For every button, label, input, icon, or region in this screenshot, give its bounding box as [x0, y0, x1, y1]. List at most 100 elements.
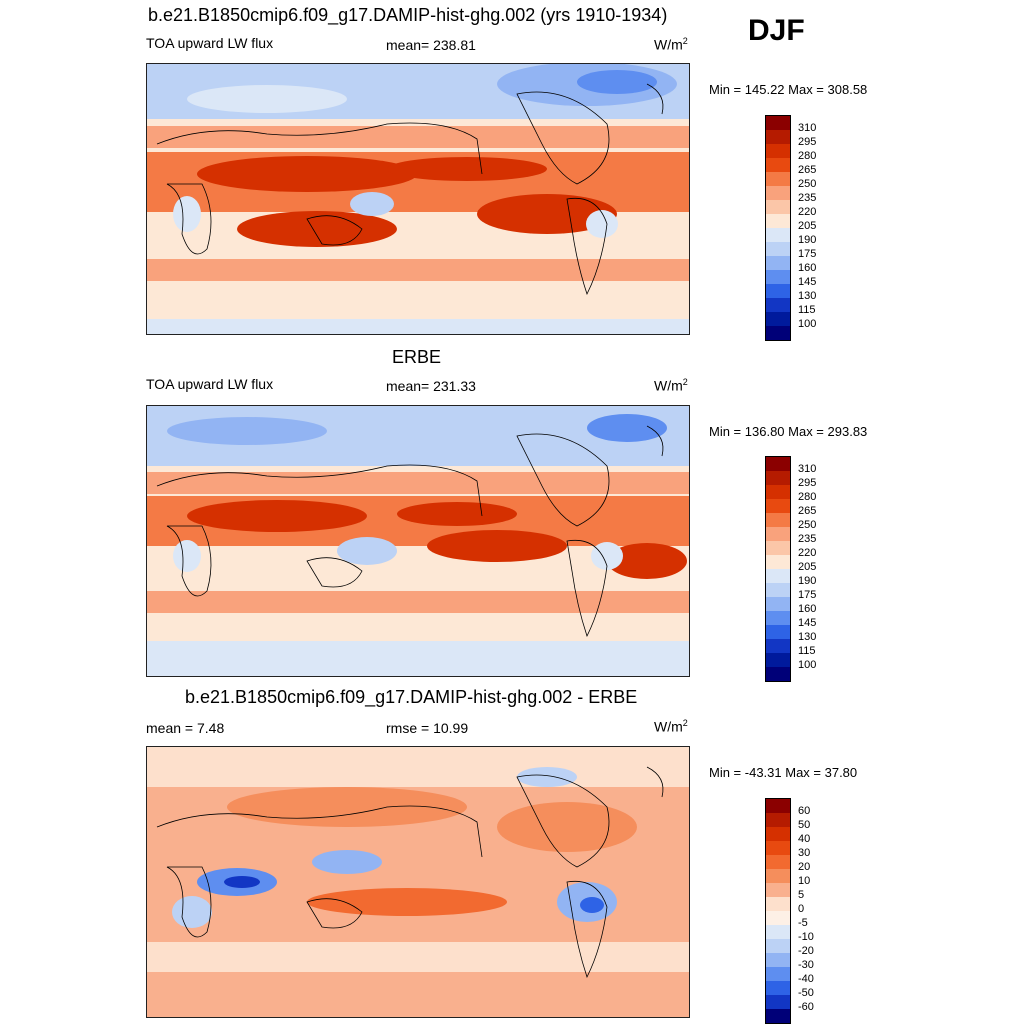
colorbar-tick-label: 175	[798, 589, 817, 601]
colorbar-tick-label: 310	[798, 122, 817, 134]
colorbar-segment	[766, 270, 790, 284]
colorbar-tick-label: -10	[798, 931, 814, 943]
colorbar-segment	[766, 925, 790, 939]
panel3-rmse-label: rmse = 10.99	[386, 720, 469, 736]
colorbar-segment	[766, 597, 790, 611]
colorbar-tick-label: 130	[798, 631, 817, 643]
colorbar-tick-label: 205	[798, 561, 817, 573]
colorbar-segment	[766, 653, 790, 667]
colorbar-segment	[766, 667, 790, 681]
colorbar-segment	[766, 883, 790, 897]
panel2-map	[146, 405, 690, 677]
panel2-title: ERBE	[392, 347, 442, 367]
colorbar-tick-label: 60	[798, 805, 811, 817]
colorbar-tick-label: 190	[798, 234, 817, 246]
colorbar-tick-label: 235	[798, 192, 817, 204]
colorbar-segment	[766, 116, 790, 130]
colorbar-tick-label: 40	[798, 833, 811, 845]
colorbar-segment	[766, 953, 790, 967]
colorbar-segment	[766, 569, 790, 583]
colorbar-segment	[766, 186, 790, 200]
panel1-title: b.e21.B1850cmip6.f09_g17.DAMIP-hist-ghg.…	[148, 5, 668, 25]
colorbar-tick-label: 100	[798, 659, 817, 671]
colorbar-segment	[766, 457, 790, 471]
colorbar-tick-label: 205	[798, 220, 817, 232]
panel3-title: b.e21.B1850cmip6.f09_g17.DAMIP-hist-ghg.…	[185, 687, 638, 707]
colorbar-segment	[766, 485, 790, 499]
season-label: DJF	[748, 14, 805, 47]
colorbar-segment	[766, 471, 790, 485]
colorbar-segment	[766, 242, 790, 256]
panel3-minmax: Min = -43.31 Max = 37.80	[709, 765, 858, 780]
colorbar-tick-label: 280	[798, 491, 817, 503]
panel3-mean-label: mean = 7.48	[146, 720, 225, 736]
colorbar-segment	[766, 158, 790, 172]
colorbar-segment	[766, 827, 790, 841]
colorbar-tick-label: 280	[798, 150, 817, 162]
colorbar-segment	[766, 214, 790, 228]
colorbar-segment	[766, 841, 790, 855]
colorbar-segment	[766, 499, 790, 513]
panel3-units: W/m2	[654, 718, 688, 735]
colorbar-segment	[766, 911, 790, 925]
colorbar-tick-label: 175	[798, 248, 817, 260]
colorbar-tick-label: 115	[798, 304, 816, 316]
colorbar-segment	[766, 799, 790, 813]
colorbar-segment	[766, 625, 790, 639]
colorbar-tick-label: 10	[798, 875, 811, 887]
colorbar-segment	[766, 513, 790, 527]
panel1-mean-label: mean= 238.81	[386, 37, 476, 53]
panel3-map	[146, 746, 690, 1018]
colorbar-segment	[766, 897, 790, 911]
colorbar-segment	[766, 995, 790, 1009]
colorbar-tick-label: 235	[798, 533, 817, 545]
colorbar-tick-label: 5	[798, 889, 805, 901]
colorbar-tick-label: 220	[798, 206, 817, 218]
colorbar-tick-label: 160	[798, 603, 817, 615]
panel2-mean-label: mean= 231.33	[386, 378, 476, 394]
panel2-units: W/m2	[654, 377, 688, 394]
colorbar-tick-label: 160	[798, 262, 817, 274]
colorbar-segment	[766, 1009, 790, 1023]
colorbar-tick-label: 30	[798, 847, 811, 859]
panel2-variable-label: TOA upward LW flux	[146, 376, 274, 392]
colorbar-tick-label: 265	[798, 505, 817, 517]
colorbar-segment	[766, 130, 790, 144]
colorbar-segment	[766, 555, 790, 569]
colorbar-tick-label: 145	[798, 276, 817, 288]
colorbar-tick-label: -5	[798, 917, 808, 929]
colorbar-tick-label: 115	[798, 645, 816, 657]
colorbar-tick-label: 250	[798, 519, 817, 531]
colorbar-segment	[766, 855, 790, 869]
colorbar-tick-label: 295	[798, 477, 817, 489]
colorbar-tick-label: -40	[798, 973, 814, 985]
panel1-units: W/m2	[654, 36, 688, 53]
colorbar-segment	[766, 284, 790, 298]
colorbar-tick-label: 310	[798, 463, 817, 475]
colorbar-segment	[766, 967, 790, 981]
panel1-map	[146, 63, 690, 335]
colorbar-tick-label: 130	[798, 290, 817, 302]
colorbar-segment	[766, 813, 790, 827]
colorbar-segment	[766, 228, 790, 242]
colorbar-segment	[766, 256, 790, 270]
colorbar-tick-label: 295	[798, 136, 817, 148]
colorbar-tick-label: 220	[798, 547, 817, 559]
colorbar-segment	[766, 939, 790, 953]
colorbar-segment	[766, 527, 790, 541]
colorbar-tick-label: -30	[798, 959, 814, 971]
colorbar-segment	[766, 172, 790, 186]
colorbar-segment	[766, 144, 790, 158]
colorbar-segment	[766, 200, 790, 214]
panel2-minmax: Min = 136.80 Max = 293.83	[709, 424, 868, 439]
colorbar-segment	[766, 583, 790, 597]
colorbar-segment	[766, 639, 790, 653]
colorbar-tick-label: -50	[798, 987, 814, 999]
colorbar-segment	[766, 541, 790, 555]
colorbar-tick-label: 190	[798, 575, 817, 587]
colorbar-segment	[766, 611, 790, 625]
colorbar-tick-label: 100	[798, 318, 817, 330]
colorbar-tick-label: 50	[798, 819, 811, 831]
colorbar-tick-label: 145	[798, 617, 817, 629]
panel1-variable-label: TOA upward LW flux	[146, 35, 274, 51]
